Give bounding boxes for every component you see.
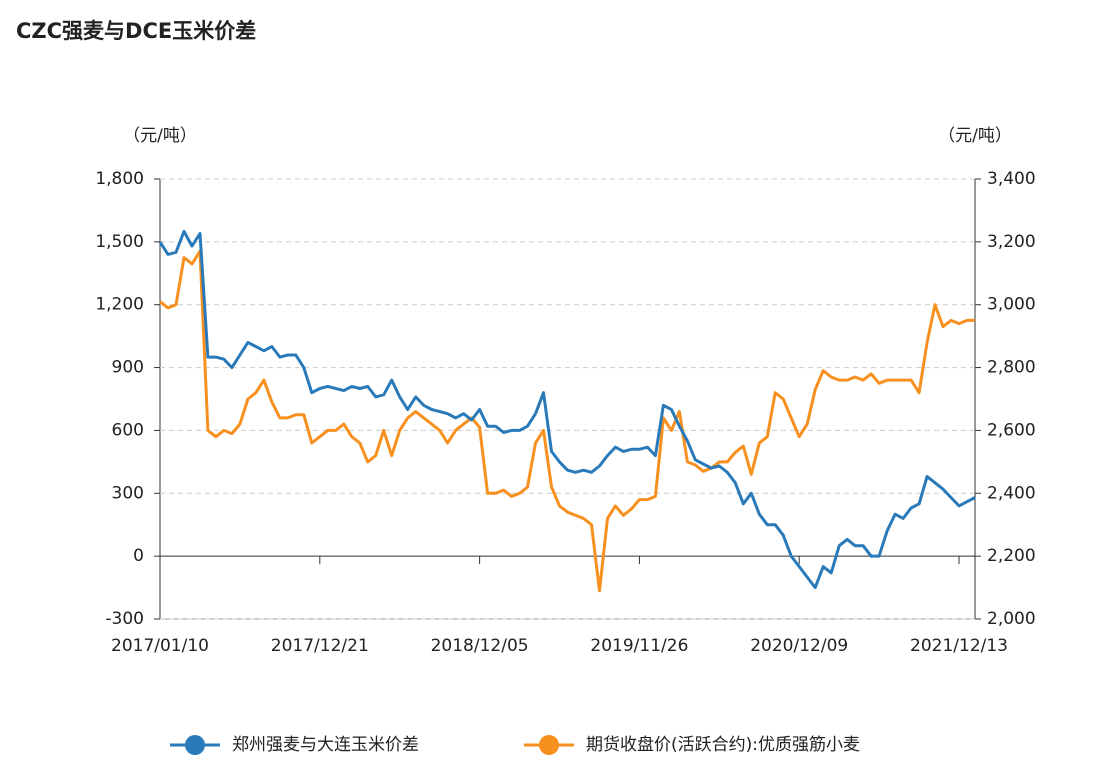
- y-tick-label: 1,800: [95, 169, 144, 189]
- x-tick-label: 2021/12/13: [910, 636, 1008, 656]
- legend-label: 郑州强麦与大连玉米价差: [232, 735, 419, 755]
- series-line: [159, 249, 975, 593]
- legend-label: 期货收盘价(活跃合约):优质强筋小麦: [586, 735, 860, 755]
- y2-tick-label: 2,800: [987, 358, 1036, 378]
- x-tick-label: 2020/12/09: [750, 636, 848, 656]
- y-tick-label: 600: [112, 420, 144, 440]
- y2-tick-label: 3,000: [987, 295, 1036, 315]
- y-tick-label: 900: [112, 358, 144, 378]
- y-tick-label: 1,200: [95, 295, 144, 315]
- y-tick-label: 300: [112, 483, 144, 503]
- series-line: [158, 229, 976, 590]
- x-tick-label: 2018/12/05: [431, 636, 529, 656]
- y-axis-unit: （元/吨）: [123, 126, 197, 146]
- y2-axis-unit: （元/吨）: [938, 126, 1012, 146]
- y2-tick-label: 2,600: [987, 420, 1036, 440]
- y-tick-label: -300: [105, 609, 144, 629]
- x-tick-label: 2019/11/26: [590, 636, 688, 656]
- y-tick-label: 0: [133, 546, 144, 566]
- x-tick-label: 2017/12/21: [271, 636, 369, 656]
- y2-tick-label: 3,200: [987, 232, 1036, 252]
- y2-tick-label: 2,000: [987, 609, 1036, 629]
- y2-tick-label: 2,200: [987, 546, 1036, 566]
- x-tick-label: 2017/01/10: [111, 636, 209, 656]
- y2-tick-label: 2,400: [987, 483, 1036, 503]
- y-tick-label: 1,500: [95, 232, 144, 252]
- legend-marker: [185, 735, 205, 755]
- y2-tick-label: 3,400: [987, 169, 1036, 189]
- chart-title: CZC强麦与DCE玉米价差: [16, 19, 256, 43]
- legend-marker: [539, 735, 559, 755]
